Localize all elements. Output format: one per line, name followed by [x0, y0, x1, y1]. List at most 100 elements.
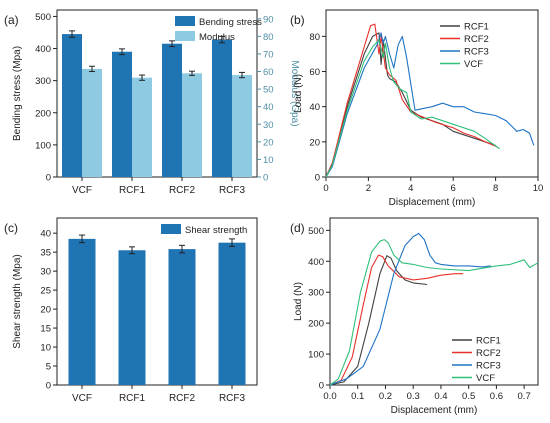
panel-a-right-ytick-label: 40 — [263, 102, 274, 113]
panel-d-ylabel: Load (N) — [293, 282, 304, 321]
panel-d-ytick-label: 500 — [308, 226, 324, 237]
panel-b-frame — [325, 9, 539, 178]
panel-a-bar — [212, 39, 232, 177]
panel-d-legend-label: VCF — [476, 373, 495, 384]
panel-a-right-ytick-label: 10 — [263, 155, 274, 166]
panel-d-xtick-label: 0.7 — [518, 391, 531, 402]
panel-d-legend-label: RCF1 — [476, 336, 501, 347]
panel-d-ytick-label: 300 — [308, 288, 324, 299]
panel-d-xtick-label: 0.4 — [434, 391, 447, 402]
panel-c-frame — [56, 217, 258, 386]
panel-c-bar — [68, 238, 96, 385]
panel-a-bar — [132, 77, 152, 177]
panel-d-ytick-label: 100 — [308, 350, 324, 361]
panel-b-ytick-label: 0 — [315, 173, 320, 184]
panel-a-legend-swatch — [175, 31, 195, 41]
panel-d-series-line-rcf1 — [329, 255, 428, 386]
panel-b-xlabel: Displacement (mm) — [389, 197, 476, 208]
panel-d-ytick-label: 200 — [308, 319, 324, 330]
panel-b-ytick-label: 60 — [309, 67, 320, 78]
panel-b-xtick-label: 2 — [366, 183, 371, 194]
panel-c-ytick-label: 15 — [40, 324, 51, 335]
panel-a-bar — [162, 43, 182, 177]
panel-d-xtick-label: 0.5 — [462, 391, 475, 402]
panel-a-ytick-label: 0 — [46, 173, 51, 184]
panel-b-legend-label: VCF — [464, 59, 483, 70]
panel-d-ytick-label: 0 — [319, 381, 324, 392]
panel-d-xtick-label: 0.1 — [351, 391, 364, 402]
panel-b-xtick-label: 8 — [493, 183, 498, 194]
panel-d-legend-label: RCF3 — [476, 361, 501, 372]
panel-a-right-ytick-label: 0 — [263, 173, 268, 184]
panel-c-xtick-label: RCF3 — [219, 393, 246, 404]
panel-d-xtick-label: 0.6 — [490, 391, 503, 402]
panel-c-ytick-label: 5 — [46, 362, 51, 373]
panel-a-xtick-label: VCF — [72, 185, 92, 196]
panel-a-legend-swatch — [175, 16, 195, 26]
panel-c-xtick-label: RCF2 — [169, 393, 196, 404]
panel-a-ytick-label: 400 — [35, 44, 51, 55]
panel-c-ytick-label: 20 — [40, 305, 51, 316]
panel-b-xtick-label: 0 — [323, 183, 328, 194]
panel-a-right-ytick-label: 70 — [263, 49, 274, 60]
panel-a-frame — [56, 9, 258, 178]
panel-a-bar — [182, 73, 202, 177]
panel-a-bar — [82, 68, 102, 177]
panel-a-xtick-label: RCF1 — [119, 185, 146, 196]
panel-d-series-line-vcf — [329, 239, 539, 386]
panel-b-series-line-rcf1 — [325, 32, 496, 178]
panel-d-xtick-label: 0.0 — [323, 391, 336, 402]
panel-b-legend-label: RCF3 — [464, 47, 489, 58]
panel-a-ytick-label: 100 — [35, 140, 51, 151]
panel-a-legend-label: Bending stress — [199, 17, 262, 28]
panel-a-right-ytick-label: 30 — [263, 120, 274, 131]
panel-a-label: (a) — [4, 13, 19, 27]
panel-c-bar — [168, 249, 196, 385]
panel-a-right-ytick-label: 80 — [263, 32, 274, 43]
panel-a-ylabel: Bending stress (Mpa) — [12, 46, 23, 141]
panel-b-ytick-label: 80 — [309, 32, 320, 43]
panel-a-bar — [232, 75, 252, 177]
panel-c-xtick-label: VCF — [72, 393, 92, 404]
panel-c-bar — [218, 242, 246, 385]
panel-d-ytick-label: 400 — [308, 257, 324, 268]
panel-b-legend-label: RCF1 — [464, 22, 489, 33]
panel-d-xtick-label: 0.3 — [407, 391, 420, 402]
panel-b-label: (b) — [290, 13, 305, 27]
panel-b-ylabel: Load (N) — [293, 74, 304, 113]
panel-b-legend-label: RCF2 — [464, 34, 489, 45]
panel-d-frame — [329, 217, 539, 386]
panel-b-xtick-label: 6 — [451, 183, 456, 194]
panel-c-xtick-label: RCF1 — [119, 393, 146, 404]
panel-a-xtick-label: RCF3 — [219, 185, 246, 196]
panel-b-xtick-label: 10 — [533, 183, 544, 194]
panel-d-series-line-rcf3 — [329, 232, 491, 386]
panel-c-label: (c) — [4, 221, 18, 235]
panel-c-legend-swatch — [161, 224, 181, 234]
panel-a-bar — [62, 34, 82, 177]
panel-c-bar — [118, 250, 146, 385]
panel-b-xtick-label: 4 — [408, 183, 413, 194]
panel-a-right-ytick-label: 60 — [263, 67, 274, 78]
panel-c-ytick-label: 10 — [40, 343, 51, 354]
panel-c-ytick-label: 25 — [40, 286, 51, 297]
panel-a-ytick-label: 500 — [35, 12, 51, 23]
panel-a-ytick-label: 300 — [35, 76, 51, 87]
panel-a-ytick-label: 200 — [35, 108, 51, 119]
panel-a-legend-label: Modulus — [199, 32, 235, 43]
panel-a-right-ytick-label: 50 — [263, 85, 274, 96]
panel-b-series-line-rcf3 — [325, 32, 535, 178]
panel-d-series-line-rcf2 — [329, 254, 464, 386]
panel-b-ytick-label: 40 — [309, 102, 320, 113]
panel-c-ytick-label: 35 — [40, 248, 51, 259]
panel-d-xlabel: Displacement (mm) — [391, 405, 478, 416]
panel-c-ylabel: Shear strength (Mpa) — [12, 254, 23, 349]
panel-b-ytick-label: 20 — [309, 137, 320, 148]
panel-a-right-ylabel: Modulus (Gpa) — [289, 60, 300, 126]
panel-b-series-line-vcf — [325, 39, 501, 178]
panel-d-label: (d) — [290, 221, 305, 235]
panel-a-bar — [112, 51, 132, 177]
panel-a-right-ytick-label: 20 — [263, 137, 274, 148]
panel-a-xtick-label: RCF2 — [169, 185, 196, 196]
